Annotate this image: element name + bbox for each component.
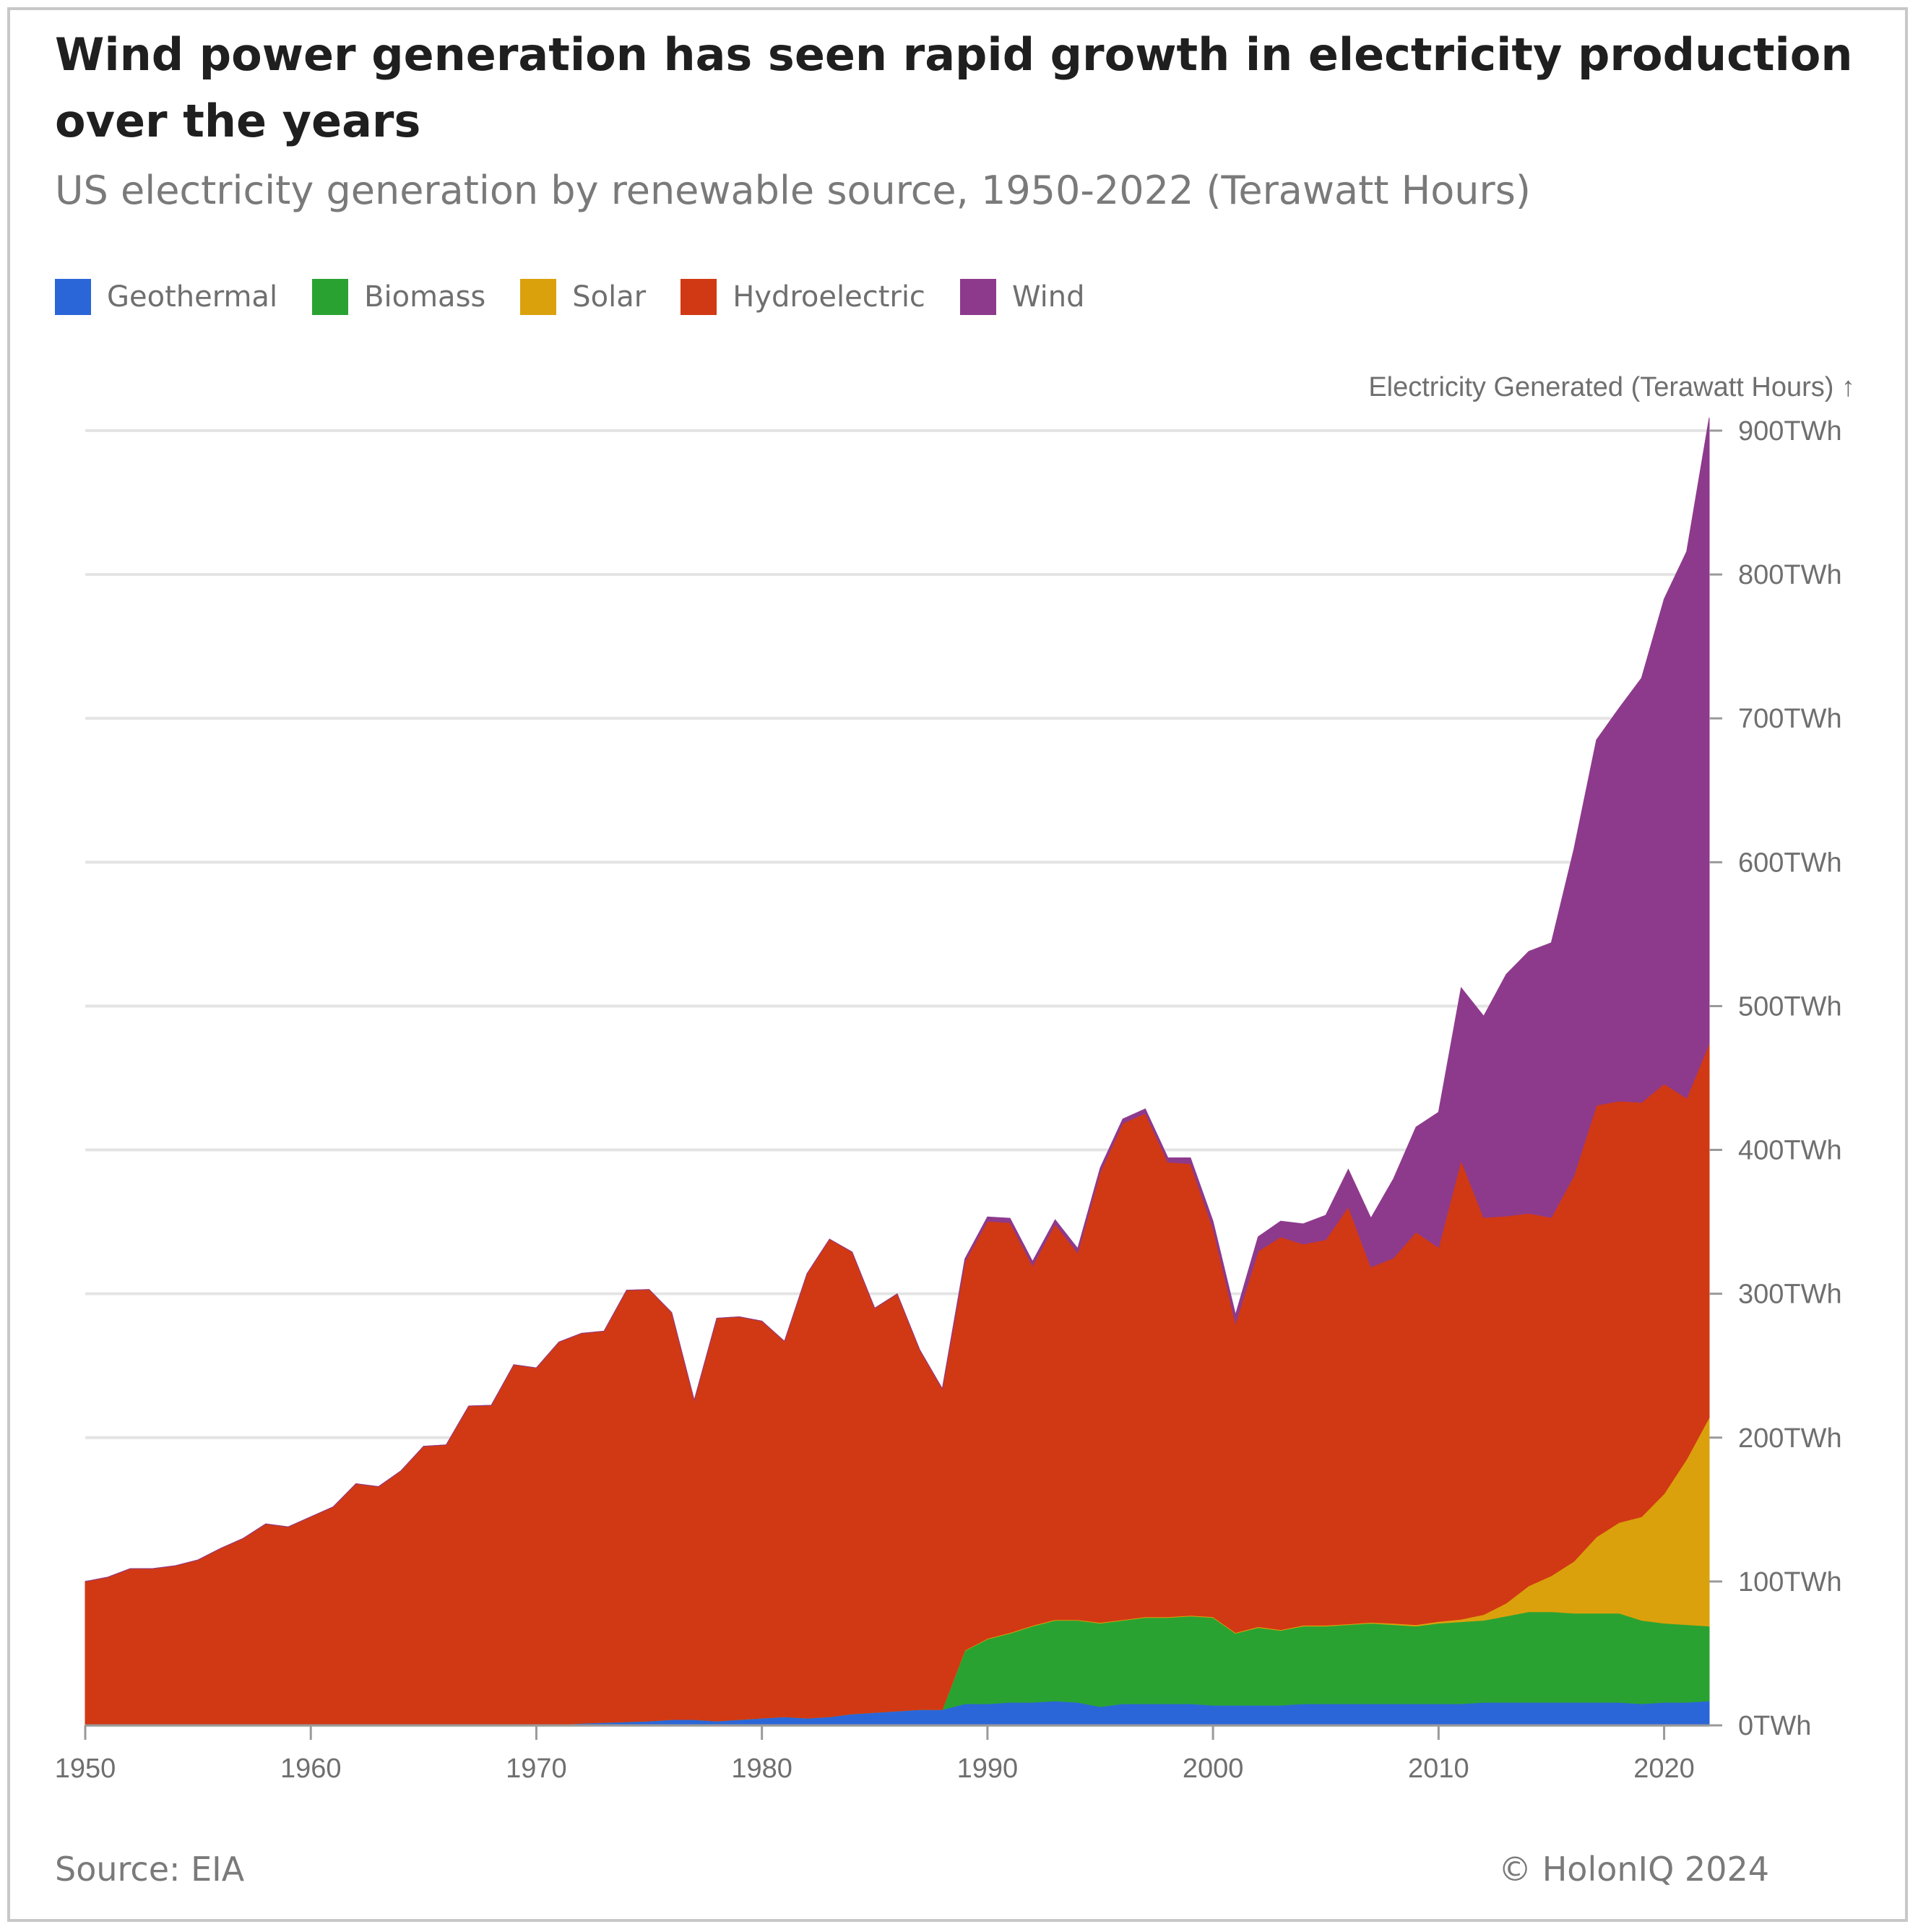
chart-subtitle: US electricity generation by renewable s…: [55, 168, 1531, 213]
legend-label-biomass: Biomass: [364, 280, 486, 314]
stacked-areas: [85, 418, 1710, 1726]
legend-label-hydroelectric: Hydroelectric: [733, 280, 925, 314]
legend-swatch-wind: [959, 279, 996, 315]
y-tick-label-800: 800TWh: [1738, 560, 1842, 590]
legend-swatch-biomass: [312, 279, 349, 315]
legend-swatch-geothermal: [55, 279, 91, 315]
legend-label-wind: Wind: [1011, 280, 1085, 314]
source-note: Source: EIA: [55, 1850, 245, 1889]
legend-item-geothermal[interactable]: Geothermal: [55, 279, 277, 315]
y-tick-label-400: 400TWh: [1738, 1136, 1842, 1166]
y-tick-label-600: 600TWh: [1738, 848, 1842, 878]
x-axis: 1950 1960 1970 1980 1990 2000 2010 2020: [55, 1724, 1709, 1784]
y-tick-label-900: 900TWh: [1738, 416, 1842, 447]
y-tick-label-0: 0TWh: [1738, 1711, 1811, 1741]
x-tick-label-2020: 2020: [1633, 1754, 1695, 1784]
legend-item-biomass[interactable]: Biomass: [312, 279, 485, 315]
copyright-note: © HolonIQ 2024: [1498, 1850, 1769, 1889]
legend-item-solar[interactable]: Solar: [520, 279, 646, 315]
y-tick-label-200: 200TWh: [1738, 1423, 1842, 1454]
y-tick-label-300: 300TWh: [1738, 1280, 1842, 1310]
y-tick-label-500: 500TWh: [1738, 991, 1842, 1022]
legend-label-solar: Solar: [572, 280, 647, 314]
y-tick-label-100: 100TWh: [1738, 1567, 1842, 1597]
x-tick-label-1960: 1960: [280, 1754, 342, 1784]
y-tick-label-700: 700TWh: [1738, 704, 1842, 734]
x-tick-label-1970: 1970: [506, 1754, 567, 1784]
y-axis-title: Electricity Generated (Terawatt Hours) ↑: [1368, 372, 1855, 402]
x-tick-label-1950: 1950: [55, 1754, 116, 1784]
legend: Geothermal Biomass Solar Hydroelectric W…: [55, 279, 1119, 315]
y-axis: 0TWh 100TWh 200TWh 300TWh 400TWh 500TWh 600TWh…: [1709, 416, 1842, 1741]
legend-item-wind[interactable]: Wind: [959, 279, 1085, 315]
x-tick-label-2010: 2010: [1408, 1754, 1469, 1784]
legend-swatch-hydroelectric: [681, 279, 717, 315]
x-tick-label-1990: 1990: [957, 1754, 1019, 1784]
area-wind[interactable]: [85, 418, 1710, 1582]
x-tick-label-1980: 1980: [731, 1754, 792, 1784]
chart-title: Wind power generation has seen rapid gro…: [55, 28, 1853, 147]
legend-label-geothermal: Geothermal: [107, 280, 278, 314]
legend-swatch-solar: [520, 279, 557, 315]
x-tick-label-2000: 2000: [1183, 1754, 1244, 1784]
legend-item-hydroelectric[interactable]: Hydroelectric: [681, 279, 925, 315]
